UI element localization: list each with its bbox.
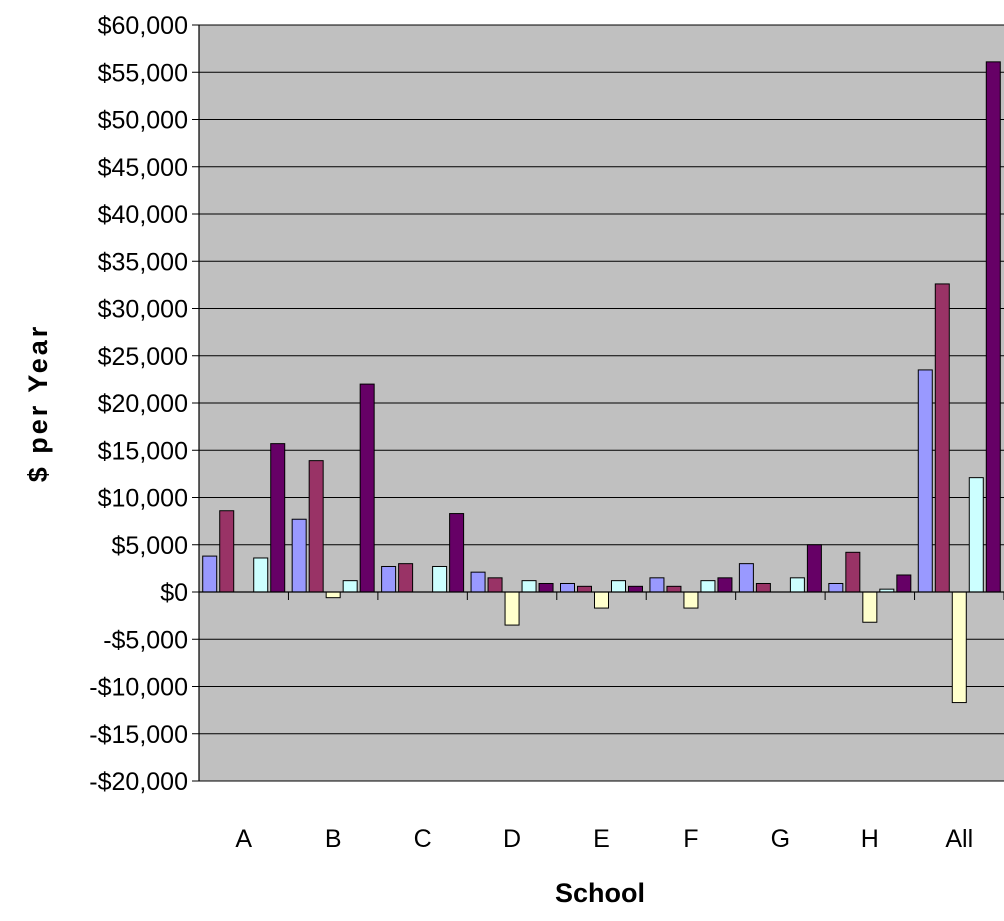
bar bbox=[504, 591, 520, 626]
bar bbox=[449, 513, 465, 593]
bar bbox=[755, 582, 771, 593]
bar bbox=[628, 585, 643, 593]
x-axis-ticks: A B C D E F G H All bbox=[235, 592, 1004, 853]
bar bbox=[202, 555, 218, 593]
bar bbox=[325, 591, 341, 599]
x-tick-label: H bbox=[861, 825, 879, 853]
bar bbox=[862, 591, 878, 623]
y-tick-label: $30,000 bbox=[98, 296, 188, 324]
bar bbox=[577, 585, 592, 593]
x-tick-label: B bbox=[325, 825, 342, 853]
bar bbox=[700, 580, 716, 593]
bar bbox=[381, 565, 397, 593]
bar bbox=[470, 571, 486, 593]
y-axis-ticks: $60,000 $55,000 $50,000 $45,000 $40,000 $35,0… bbox=[89, 12, 199, 796]
bar bbox=[717, 577, 733, 593]
bar bbox=[253, 557, 269, 593]
bar bbox=[789, 577, 805, 593]
bar bbox=[985, 61, 1001, 593]
y-tick-label: $20,000 bbox=[98, 390, 188, 418]
bar bbox=[683, 591, 699, 609]
bar bbox=[270, 443, 286, 593]
y-tick-label: -$10,000 bbox=[89, 674, 188, 702]
y-tick-label: $35,000 bbox=[98, 248, 188, 276]
bar bbox=[806, 544, 822, 593]
y-tick-label: $15,000 bbox=[98, 437, 188, 465]
bar bbox=[342, 580, 358, 593]
x-axis-title: School bbox=[555, 878, 645, 908]
bar bbox=[538, 582, 554, 593]
x-tick-label: D bbox=[503, 825, 521, 853]
bar bbox=[308, 460, 324, 593]
y-tick-label: $50,000 bbox=[98, 107, 188, 135]
bar bbox=[398, 563, 414, 593]
bar bbox=[845, 551, 861, 593]
y-tick-label: $5,000 bbox=[112, 532, 188, 560]
bar bbox=[432, 565, 448, 593]
bar bbox=[649, 577, 665, 593]
x-tick-label: F bbox=[683, 825, 698, 853]
y-tick-label: -$5,000 bbox=[103, 626, 188, 654]
bar bbox=[594, 591, 609, 609]
y-tick-label: -$15,000 bbox=[89, 721, 188, 749]
bar bbox=[934, 283, 950, 593]
bar bbox=[611, 580, 626, 593]
bar bbox=[359, 383, 375, 593]
bar bbox=[968, 477, 984, 593]
y-tick-label: $40,000 bbox=[98, 201, 188, 229]
bar bbox=[951, 591, 967, 704]
y-axis-title: $ per Year bbox=[23, 324, 53, 483]
y-tick-label: $45,000 bbox=[98, 154, 188, 182]
bar bbox=[828, 582, 844, 593]
y-tick-label: $25,000 bbox=[98, 343, 188, 371]
y-tick-label: $60,000 bbox=[98, 12, 188, 40]
y-tick-label: $0 bbox=[160, 579, 188, 607]
bar bbox=[521, 580, 537, 593]
bar bbox=[738, 563, 754, 593]
x-tick-label: E bbox=[593, 825, 610, 853]
bars bbox=[202, 61, 1001, 704]
x-tick-label: G bbox=[771, 825, 790, 853]
y-tick-label: $10,000 bbox=[98, 485, 188, 513]
bar bbox=[666, 585, 682, 593]
x-tick-label: C bbox=[414, 825, 432, 853]
bar bbox=[896, 574, 912, 593]
bar bbox=[917, 369, 933, 593]
bar bbox=[291, 518, 307, 593]
gridlines bbox=[199, 24, 1004, 782]
x-tick-label: All bbox=[945, 825, 973, 853]
bar bbox=[487, 577, 503, 593]
y-tick-label: -$20,000 bbox=[89, 768, 188, 796]
y-tick-label: $55,000 bbox=[98, 59, 188, 87]
bar bbox=[560, 582, 575, 593]
bar bbox=[219, 510, 235, 593]
x-tick-label: A bbox=[235, 825, 252, 853]
